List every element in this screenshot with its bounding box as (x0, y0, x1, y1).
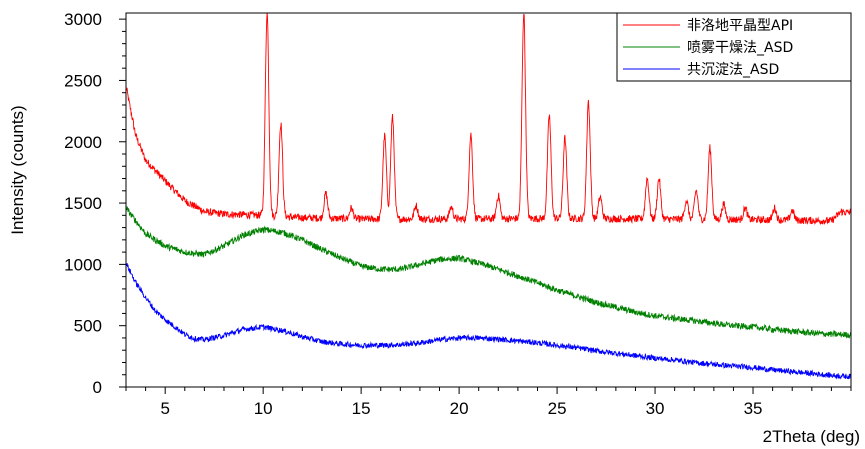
y-tick-label: 1500 (64, 194, 102, 213)
y-tick-label: 3000 (64, 10, 102, 29)
legend-label: 喷雾干燥法_ASD (687, 40, 793, 56)
legend: 非洛地平晶型API 喷雾干燥法_ASD 共沉淀法_ASD (616, 12, 852, 82)
x-axis: 5 10 15 20 25 30 35 (125, 387, 852, 418)
x-tick-label: 15 (352, 399, 371, 418)
series-line-3 (126, 262, 851, 380)
x-tick-label: 30 (646, 399, 665, 418)
plot-area (126, 13, 851, 380)
legend-label: 共沉淀法_ASD (687, 62, 779, 78)
y-tick-label: 500 (74, 317, 102, 336)
x-tick-label: 20 (450, 399, 469, 418)
series-line-1 (126, 13, 851, 226)
series-line-2 (126, 205, 851, 339)
y-tick-label: 1000 (64, 255, 102, 274)
y-axis-title: Intensity (counts) (8, 105, 27, 234)
y-tick-label: 0 (93, 378, 102, 397)
x-axis-title: 2Theta (deg) (763, 427, 860, 446)
y-axis: 0 500 1000 1500 2000 2500 3000 (64, 10, 126, 397)
x-tick-label: 10 (254, 399, 273, 418)
x-tick-label: 5 (160, 399, 169, 418)
y-tick-label: 2000 (64, 133, 102, 152)
y-tick-label: 2500 (64, 71, 102, 90)
x-tick-label: 35 (744, 399, 763, 418)
x-tick-label: 25 (548, 399, 567, 418)
legend-label: 非洛地平晶型API (687, 18, 793, 34)
plot-frame (125, 12, 852, 388)
